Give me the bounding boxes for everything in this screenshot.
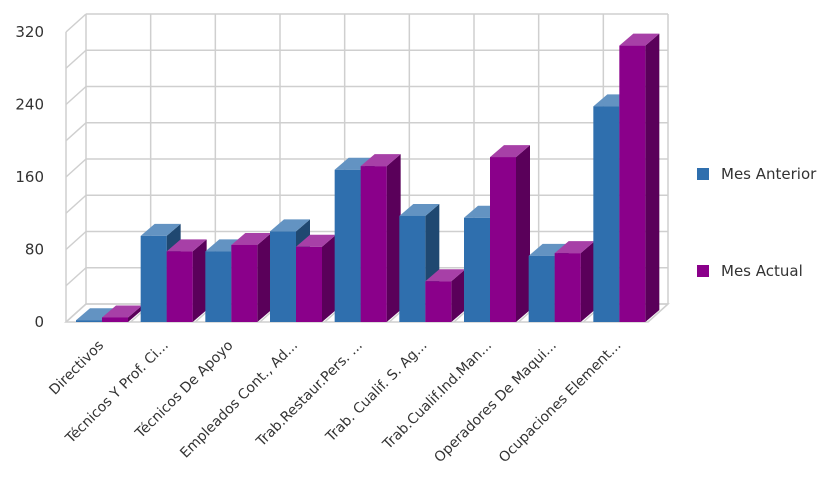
y-tick-label: 0 [34,313,44,331]
x-tick-label: Directivos [46,338,107,399]
bar-top [334,157,375,170]
x-tick-label: Trab.Restaur.Pers. ... [253,338,366,451]
bar-side [128,305,142,322]
bar-mes-actual [102,317,128,322]
bar-mes-actual [554,253,581,322]
bar-side [645,33,660,322]
x-tick-label: Trab.Cualif.Ind.Man... [379,338,495,454]
gridline-side [65,267,87,287]
bar-mes-actual [619,45,646,322]
floor-tick [647,303,669,323]
bar-mes-actual [490,157,516,322]
bar-top [554,241,595,254]
bar-mes-actual [296,246,322,322]
gridline-side [65,85,87,106]
bar-top [619,33,660,46]
gridline-side [65,230,87,251]
bar-mes-anterior [334,169,361,322]
legend-label: Mes Actual [721,262,803,280]
gridline-side [65,194,87,214]
legend-label: Mes Anterior [721,165,817,183]
gridline-side [65,158,87,178]
bar-side [257,232,272,322]
bar-side [386,154,401,322]
x-tick-label: Ocupaciones Element... [496,338,625,467]
bar-mes-anterior [76,320,102,322]
bar-side [516,145,530,322]
y-tick-label: 240 [15,96,44,114]
bar-side [192,239,207,322]
floor-tick [65,303,87,323]
bar-mes-anterior [399,215,426,322]
bar-mes-anterior [528,255,555,322]
bar-mes-actual [231,244,258,322]
x-tick-label: Operadores De Maqui... [431,338,559,466]
y-tick-label: 320 [15,23,44,41]
gridline-side [65,13,87,33]
bar-mes-actual [166,251,193,322]
bar-mes-anterior [593,106,620,322]
bar-mes-anterior [205,251,232,322]
legend-swatch [697,265,709,277]
bar-top [490,145,530,158]
bar-side [451,269,466,322]
bar-mes-actual [425,281,452,322]
gridline-side [65,122,87,142]
bar-side [580,241,595,322]
bar-top [270,219,310,232]
legend-swatch [697,168,709,180]
bar-mes-anterior [464,217,490,322]
bar-top [76,308,116,321]
bar-top [296,234,336,247]
y-tick-label: 160 [15,168,44,186]
bar-top [166,239,207,252]
gridline-side [65,49,87,69]
bar-mes-anterior [140,235,167,322]
bar-mes-actual [360,166,387,322]
bar-top [360,154,401,167]
bar-top [528,243,569,256]
bar-side [322,234,336,322]
y-tick-label: 80 [25,241,44,259]
bar-top [102,305,142,318]
x-tick-label: Empleados Cont., Ad... [177,338,301,462]
bar-top [425,269,466,282]
bar-top [231,232,272,245]
bar-top [140,223,181,236]
bar-top [399,203,440,216]
bar-mes-anterior [270,231,296,322]
